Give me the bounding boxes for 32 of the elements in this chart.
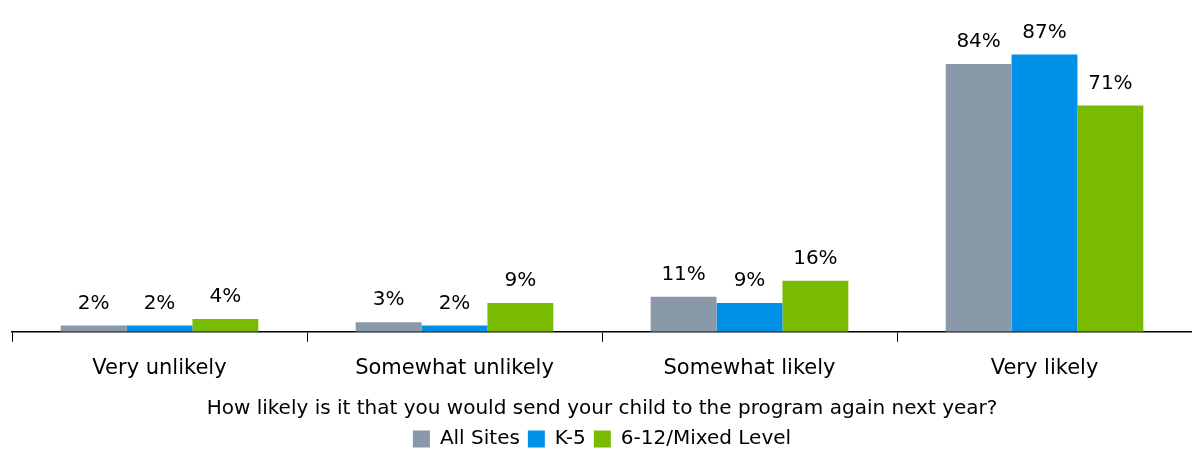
bar — [716, 303, 783, 332]
data-label: 84% — [956, 28, 1001, 53]
bar — [945, 64, 1012, 332]
x-axis-title: How likely is it that you would send your child to the program again next year? — [206, 395, 998, 420]
legend-label: All Sites — [439, 425, 520, 450]
legend-label: K-5 — [554, 425, 586, 450]
data-label: 2% — [438, 289, 471, 314]
data-label: 4% — [209, 283, 242, 308]
bar — [355, 322, 422, 332]
data-label: 9% — [733, 267, 766, 292]
x-tick-label: Somewhat likely — [663, 354, 836, 379]
legend-label: 6-12/Mixed Level — [620, 425, 792, 450]
bar — [421, 325, 488, 332]
bar — [782, 280, 849, 332]
bar — [192, 319, 259, 332]
bar — [650, 296, 717, 332]
x-tick-label: Very likely — [990, 354, 1099, 379]
data-label: 3% — [372, 286, 405, 311]
data-label: 9% — [504, 267, 537, 292]
data-label: 87% — [1022, 18, 1067, 43]
bar — [1077, 105, 1144, 332]
x-tick-label: Very unlikely — [92, 354, 227, 379]
bar — [1011, 54, 1078, 332]
data-label: 71% — [1088, 69, 1133, 94]
data-label: 2% — [77, 289, 110, 314]
data-label: 16% — [793, 245, 838, 270]
bar — [126, 325, 193, 332]
data-label: 2% — [143, 289, 176, 314]
x-tick-label: Somewhat unlikely — [355, 354, 554, 379]
bar — [60, 325, 127, 332]
bar — [487, 303, 554, 332]
data-label: 11% — [661, 260, 706, 285]
